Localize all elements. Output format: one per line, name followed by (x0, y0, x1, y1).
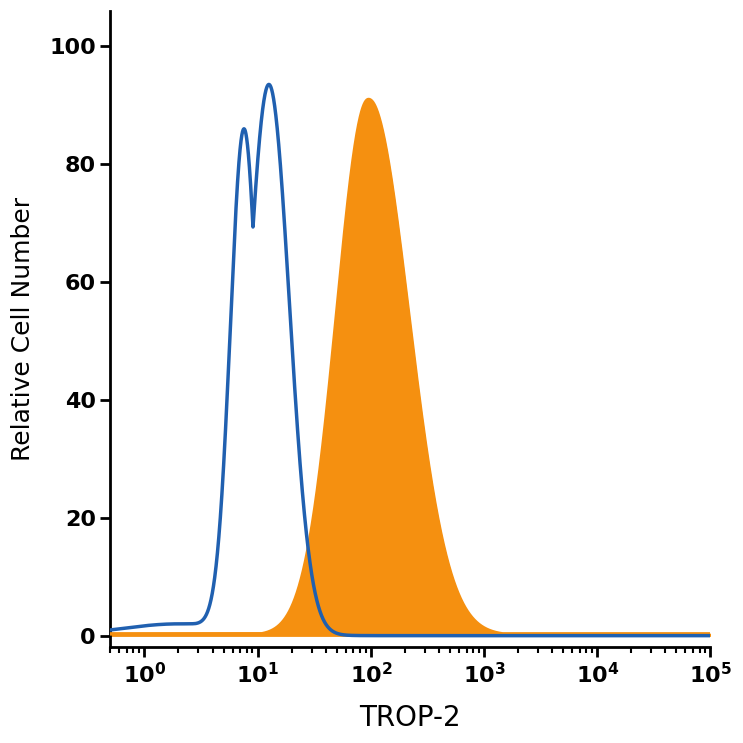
Y-axis label: Relative Cell Number: Relative Cell Number (11, 197, 35, 461)
X-axis label: TROP-2: TROP-2 (360, 704, 461, 732)
